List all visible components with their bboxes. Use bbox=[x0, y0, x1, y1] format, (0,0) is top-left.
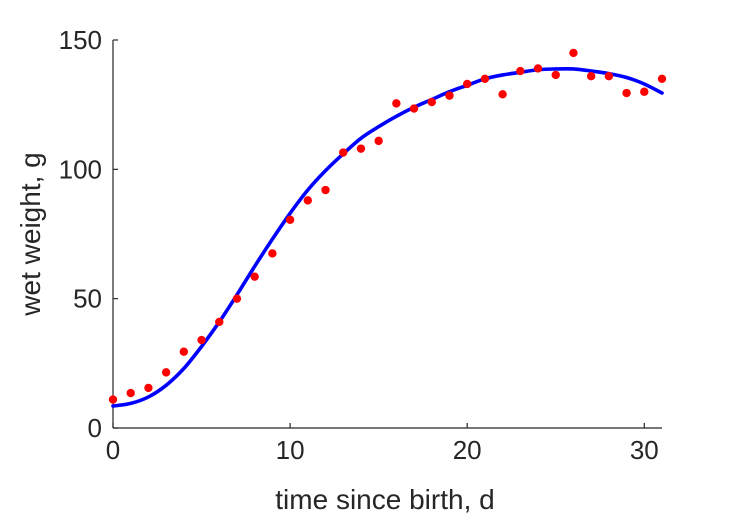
data-point bbox=[268, 249, 277, 258]
data-point bbox=[480, 74, 490, 84]
data-point bbox=[409, 104, 419, 113]
data-point bbox=[339, 148, 348, 157]
data-point bbox=[108, 395, 118, 404]
data-point bbox=[569, 48, 578, 58]
data-point bbox=[657, 74, 667, 84]
data-point bbox=[250, 272, 259, 281]
data-point bbox=[321, 185, 330, 195]
fit-curve bbox=[111, 66, 664, 408]
ticks: 0 10 20 30 0 50 100 150 bbox=[59, 25, 659, 465]
y-tick-label: 50 bbox=[73, 284, 102, 314]
data-point bbox=[161, 368, 171, 377]
data-point bbox=[126, 388, 135, 398]
data-point bbox=[445, 91, 454, 100]
data-point bbox=[498, 90, 507, 99]
x-axis-title: time since birth, d bbox=[275, 484, 494, 515]
data-point bbox=[622, 88, 631, 98]
data-point bbox=[303, 196, 313, 205]
data-points-layer bbox=[108, 48, 667, 404]
data-point bbox=[462, 79, 472, 89]
data-point bbox=[604, 72, 614, 81]
data-point bbox=[392, 99, 401, 108]
y-axis-title: wet weight, g bbox=[15, 152, 46, 316]
y-tick-label: 0 bbox=[88, 413, 102, 443]
fit-curve-layer bbox=[111, 66, 664, 408]
data-point bbox=[356, 144, 366, 153]
y-tick-label: 100 bbox=[59, 154, 102, 184]
data-point bbox=[533, 64, 543, 73]
data-point bbox=[551, 70, 560, 80]
x-tick-label: 20 bbox=[453, 435, 482, 465]
data-point bbox=[179, 347, 189, 356]
data-point bbox=[374, 136, 383, 146]
data-point bbox=[516, 66, 525, 76]
y-tick-label: 150 bbox=[59, 25, 102, 55]
x-tick-label: 0 bbox=[106, 435, 120, 465]
data-point bbox=[215, 317, 224, 327]
x-tick-label: 30 bbox=[630, 435, 659, 465]
data-point bbox=[285, 215, 295, 224]
data-point bbox=[232, 294, 242, 303]
data-point bbox=[197, 335, 206, 345]
data-point bbox=[640, 87, 649, 96]
data-point bbox=[586, 72, 596, 81]
data-point bbox=[427, 97, 436, 107]
x-tick-label: 10 bbox=[276, 435, 305, 465]
data-point bbox=[144, 383, 153, 393]
